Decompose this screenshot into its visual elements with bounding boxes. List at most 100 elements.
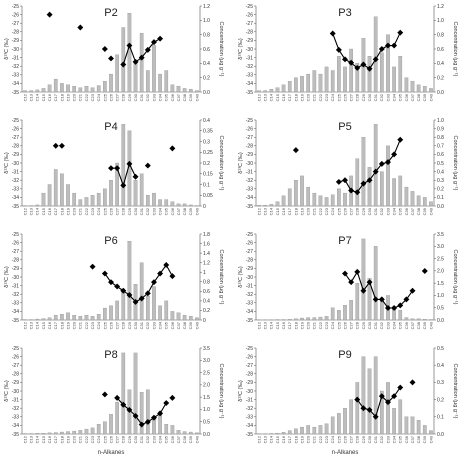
concentration-bar [349, 399, 353, 435]
d13c-point [126, 292, 133, 299]
left-tick-label: -33 [12, 415, 19, 421]
x-tick-label: C31 [373, 321, 378, 329]
concentration-bar [195, 90, 199, 93]
x-tick-label: C15 [275, 321, 280, 329]
concentration-bar [60, 83, 64, 93]
right-tick-label: 0.2 [203, 75, 210, 81]
left-tick-label: -34 [246, 309, 253, 315]
concentration-bar [182, 88, 187, 93]
d13c-point [138, 421, 145, 428]
x-tick-label: C26 [108, 207, 113, 215]
x-tick-label: C21 [312, 435, 317, 443]
x-tick-label: C38 [416, 93, 421, 101]
y-axis-label: δ¹³C (‰) [238, 38, 244, 60]
x-tick-label: C28 [121, 321, 126, 329]
x-tick-label: C31 [139, 207, 144, 215]
left-tick-label: -35 [246, 204, 253, 210]
d13c-point [391, 42, 398, 49]
x-tick-label: C19 [65, 321, 70, 329]
concentration-bar [60, 314, 64, 321]
concentration-bar [361, 238, 366, 321]
d13c-point [342, 56, 348, 63]
left-tick-label: -27 [12, 249, 19, 255]
d13c-point [366, 65, 373, 72]
concentration-bar [133, 180, 138, 207]
x-tick-label: C25 [336, 93, 341, 101]
x-tick-label: C20 [306, 93, 311, 101]
x-tick-label: C17 [53, 321, 58, 329]
x-tick-label: C23 [324, 435, 329, 443]
right-tick-label: 0.8 [437, 135, 444, 141]
x-tick-label: C29 [361, 435, 366, 443]
concentration-bar [257, 204, 261, 207]
right-tick-label: 0.8 [203, 32, 210, 38]
concentration-bar [312, 192, 317, 207]
right-tick-label: 0.7 [437, 144, 444, 150]
left-tick-label: -29 [12, 266, 19, 272]
left-tick-label: -29 [246, 152, 253, 158]
d13c-point [144, 162, 151, 169]
x-tick-label: C34 [392, 321, 397, 329]
x-tick-label: C21 [78, 207, 83, 215]
panel-p6: -25 -26 -27 -28 -29 -30 -31 -32 -33 -34 -35 0 0.2 0.4… [4, 232, 224, 330]
left-tick-label: -32 [12, 406, 19, 412]
concentration-bar [47, 317, 52, 321]
left-tick-label: -26 [246, 240, 253, 246]
left-tick-label: -30 [246, 389, 253, 395]
x-tick-label: C30 [367, 207, 372, 215]
concentration-bar [145, 70, 150, 93]
x-tick-label: C34 [392, 207, 397, 215]
x-tick-label: C12 [22, 321, 27, 329]
concentration-bar [96, 314, 101, 321]
x-tick-label: C23 [90, 321, 95, 329]
concentration-bar [300, 426, 304, 435]
right-tick-label: 1.5 [437, 281, 444, 287]
panel-title: P2 [104, 7, 117, 19]
d13c-point [335, 178, 342, 185]
x-tick-label: C22 [84, 93, 89, 101]
x-tick-label: C35 [398, 93, 403, 101]
x-tick-label: C40 [428, 435, 433, 443]
concentration-bar [188, 204, 193, 207]
x-tick-label: C38 [416, 435, 421, 443]
x-tick-label: C23 [90, 435, 95, 443]
right-tick-label: 1.5 [203, 395, 210, 401]
panel-title: P8 [104, 349, 117, 361]
x-tick-label: C16 [281, 207, 286, 215]
concentration-bar [188, 316, 193, 321]
concentration-bar [306, 425, 311, 435]
concentration-bar [386, 382, 390, 435]
concentration-bar [96, 192, 101, 207]
x-tick-label: C24 [330, 435, 335, 443]
concentration-bar [373, 246, 378, 321]
concentration-bar [109, 180, 113, 207]
right-tick-label: 0.2 [437, 75, 444, 81]
concentration-bar [294, 180, 298, 207]
d13c-point [150, 279, 157, 286]
x-tick-label: C15 [275, 207, 280, 215]
x-tick-label: C28 [121, 207, 126, 215]
right-tick-label: 0.1 [437, 415, 444, 421]
concentration-bar [294, 77, 298, 93]
concentration-bar [416, 195, 421, 207]
concentration-bar [182, 431, 187, 435]
x-tick-label: C28 [355, 435, 360, 443]
d13c-point [397, 29, 404, 36]
x-tick-label: C28 [121, 93, 126, 101]
concentration-bar [158, 199, 162, 207]
concentration-bar [164, 70, 169, 93]
x-axis-label: n-Alkanes [98, 450, 125, 456]
d13c-point [397, 302, 404, 309]
x-tick-label: C29 [127, 435, 132, 443]
left-tick-label: -31 [246, 283, 253, 289]
concentration-bar [422, 86, 427, 93]
x-tick-label: C14 [269, 207, 274, 215]
concentration-bar [392, 66, 396, 93]
concentration-bar [269, 88, 274, 93]
x-tick-label: C27 [115, 321, 120, 329]
right-tick-label: 0.3 [203, 139, 210, 145]
concentration-bar [379, 300, 384, 321]
right-tick-label: 1 [203, 270, 206, 276]
x-tick-label: C30 [133, 435, 138, 443]
d13c-point [409, 379, 416, 386]
